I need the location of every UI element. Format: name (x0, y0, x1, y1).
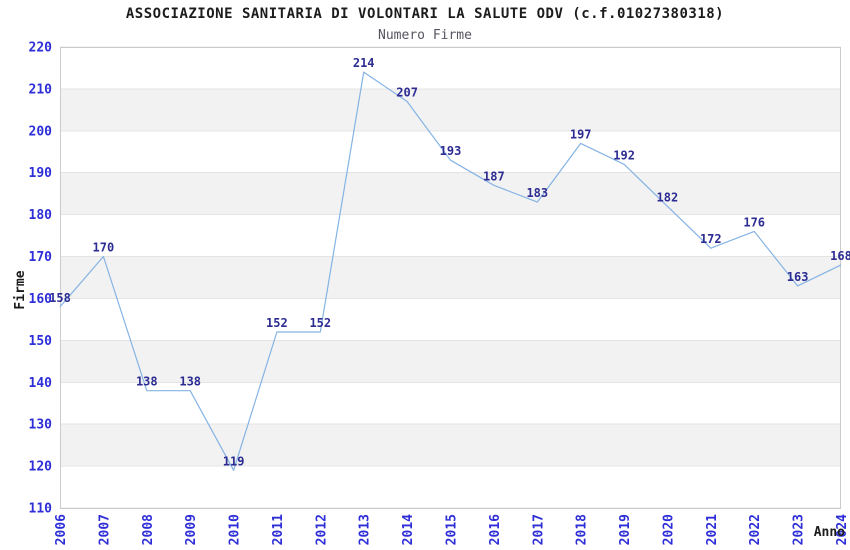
x-tick-label: 2011 (271, 514, 286, 545)
x-tick-label: 2015 (445, 514, 460, 545)
series-polyline (59, 71, 842, 471)
x-tick-label: 2013 (358, 514, 373, 545)
x-tick-label: 2009 (184, 514, 199, 545)
point-label: 193 (440, 144, 462, 158)
point-label: 176 (743, 215, 765, 229)
point-label: 214 (353, 56, 375, 70)
x-tick-label: 2016 (488, 514, 503, 545)
point-label: 183 (526, 186, 548, 200)
y-tick-label: 130 (29, 418, 53, 433)
alternating-bands (60, 88, 841, 467)
y-tick-label: 190 (29, 166, 53, 181)
y-axis-tick-labels: 110 120 130 140 150 160 170 180 190 200 210 220 (29, 41, 53, 517)
x-tick-label: 2018 (575, 514, 590, 545)
x-axis-tick-labels: 2006 2007 2008 2009 2010 2011 2012 2013 2014 2015… (54, 514, 850, 545)
y-tick-label: 160 (29, 292, 53, 307)
point-label: 192 (613, 148, 635, 162)
chart-title: ASSOCIAZIONE SANITARIA DI VOLONTARI LA S… (125, 6, 725, 22)
point-label: 163 (787, 270, 809, 284)
y-tick-label: 170 (29, 250, 53, 265)
point-label: 138 (136, 375, 158, 389)
y-tick-label: 110 (29, 502, 53, 517)
y-tick-label: 180 (29, 208, 53, 223)
band (60, 256, 841, 299)
x-tick-label: 2019 (618, 514, 633, 545)
plot-border (60, 47, 841, 509)
x-axis-title: Anno (814, 525, 845, 540)
y-tick-label: 210 (29, 82, 53, 97)
point-label: 138 (179, 375, 201, 389)
x-tick-label: 2008 (141, 514, 156, 545)
point-label: 119 (223, 454, 245, 468)
x-tick-label: 2022 (748, 514, 763, 545)
point-label: 152 (309, 316, 331, 330)
x-tick-label: 2010 (228, 514, 243, 545)
y-axis-title: Firme (13, 270, 28, 309)
x-tick-label: 2020 (661, 514, 676, 545)
band (60, 424, 841, 467)
y-tick-label: 220 (29, 41, 53, 56)
point-label: 207 (396, 86, 418, 100)
point-label: 187 (483, 169, 505, 183)
x-tick-label: 2007 (97, 514, 112, 545)
point-labels: 158 170 138 138 119 152 152 214 207 193 187 183 197 1… (49, 56, 850, 468)
x-tick-label: 2017 (531, 514, 546, 545)
data-series-line (59, 71, 842, 471)
y-tick-label: 200 (29, 124, 53, 139)
point-label: 172 (700, 232, 722, 246)
point-label: 158 (49, 291, 71, 305)
x-tick-label: 2012 (314, 514, 329, 545)
point-label: 152 (266, 316, 288, 330)
point-label: 168 (830, 249, 850, 263)
band (60, 172, 841, 215)
band (60, 340, 841, 383)
chart-subtitle: Numero Firme (378, 28, 472, 43)
y-tick-label: 120 (29, 460, 53, 475)
x-tick-label: 2021 (705, 514, 720, 545)
point-label: 170 (93, 241, 115, 255)
x-tick-label: 2024 (835, 514, 850, 545)
point-label: 182 (657, 190, 679, 204)
point-label: 197 (570, 127, 592, 141)
x-tick-label: 2014 (401, 514, 416, 545)
band (60, 88, 841, 131)
y-tick-label: 140 (29, 376, 53, 391)
y-tick-label: 150 (29, 334, 53, 349)
x-tick-label: 2006 (54, 514, 69, 545)
x-tick-label: 2023 (792, 514, 807, 545)
